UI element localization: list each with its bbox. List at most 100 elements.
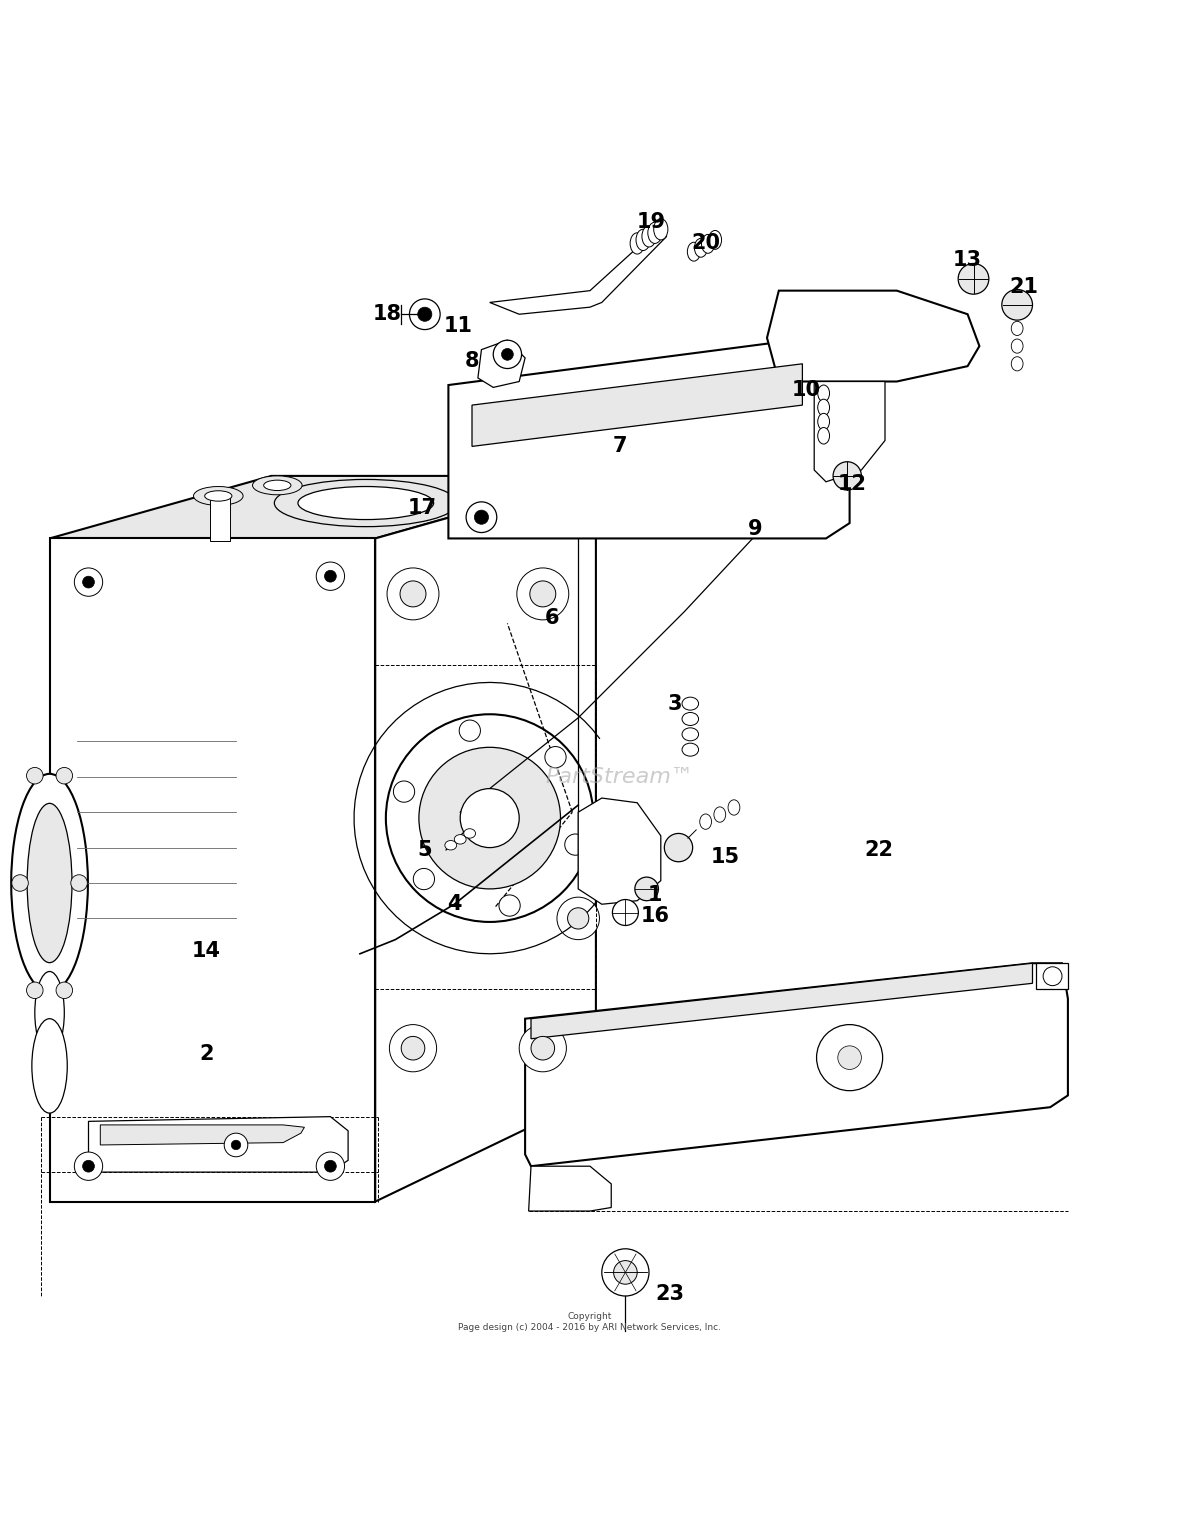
Circle shape bbox=[316, 562, 345, 591]
Text: 14: 14 bbox=[192, 941, 221, 961]
Circle shape bbox=[386, 715, 594, 923]
Text: 19: 19 bbox=[637, 213, 666, 233]
Ellipse shape bbox=[27, 803, 72, 962]
Circle shape bbox=[602, 1248, 649, 1296]
Circle shape bbox=[493, 340, 522, 369]
Ellipse shape bbox=[35, 972, 64, 1054]
Circle shape bbox=[387, 568, 439, 620]
Ellipse shape bbox=[682, 728, 699, 741]
Ellipse shape bbox=[464, 829, 476, 838]
Circle shape bbox=[324, 571, 336, 581]
Ellipse shape bbox=[1011, 356, 1023, 370]
Polygon shape bbox=[529, 1166, 611, 1212]
Polygon shape bbox=[525, 964, 1068, 1166]
Circle shape bbox=[474, 509, 489, 525]
Ellipse shape bbox=[682, 713, 699, 725]
Ellipse shape bbox=[654, 219, 668, 240]
Ellipse shape bbox=[818, 427, 830, 444]
Circle shape bbox=[400, 581, 426, 607]
Circle shape bbox=[817, 1025, 883, 1091]
Polygon shape bbox=[478, 340, 525, 387]
Ellipse shape bbox=[636, 230, 650, 251]
Circle shape bbox=[530, 581, 556, 607]
Circle shape bbox=[393, 780, 414, 802]
Text: 3: 3 bbox=[668, 693, 682, 713]
Polygon shape bbox=[50, 539, 375, 1201]
Circle shape bbox=[614, 1261, 637, 1284]
Circle shape bbox=[612, 900, 638, 926]
Circle shape bbox=[71, 875, 87, 892]
Circle shape bbox=[568, 907, 589, 929]
Polygon shape bbox=[88, 1117, 348, 1172]
Circle shape bbox=[55, 768, 72, 783]
Polygon shape bbox=[210, 496, 230, 540]
Polygon shape bbox=[375, 476, 596, 1201]
Polygon shape bbox=[578, 799, 661, 904]
Circle shape bbox=[316, 1152, 345, 1180]
Circle shape bbox=[418, 308, 432, 321]
Circle shape bbox=[459, 721, 480, 741]
Circle shape bbox=[74, 1152, 103, 1180]
Text: 21: 21 bbox=[1010, 277, 1038, 297]
Text: 16: 16 bbox=[641, 906, 669, 926]
Circle shape bbox=[83, 1160, 94, 1172]
Circle shape bbox=[565, 834, 586, 855]
Circle shape bbox=[83, 577, 94, 588]
Ellipse shape bbox=[274, 479, 458, 526]
Circle shape bbox=[833, 462, 861, 490]
Circle shape bbox=[74, 568, 103, 597]
Text: 23: 23 bbox=[656, 1284, 684, 1304]
Polygon shape bbox=[448, 338, 850, 539]
Ellipse shape bbox=[701, 234, 715, 254]
Polygon shape bbox=[531, 964, 1032, 1039]
Ellipse shape bbox=[648, 222, 662, 243]
Circle shape bbox=[466, 502, 497, 532]
Ellipse shape bbox=[818, 399, 830, 416]
Ellipse shape bbox=[818, 413, 830, 430]
Circle shape bbox=[401, 1036, 425, 1060]
Text: 10: 10 bbox=[792, 379, 820, 399]
Circle shape bbox=[499, 895, 520, 916]
Polygon shape bbox=[50, 476, 596, 539]
Ellipse shape bbox=[12, 774, 87, 991]
Ellipse shape bbox=[297, 487, 434, 520]
Circle shape bbox=[413, 869, 434, 889]
Polygon shape bbox=[472, 364, 802, 447]
Ellipse shape bbox=[454, 835, 466, 845]
Circle shape bbox=[324, 1160, 336, 1172]
Ellipse shape bbox=[630, 233, 644, 254]
Circle shape bbox=[519, 1025, 566, 1073]
Polygon shape bbox=[490, 231, 667, 314]
Text: 9: 9 bbox=[748, 519, 762, 539]
Text: 4: 4 bbox=[447, 894, 461, 915]
Circle shape bbox=[389, 1025, 437, 1073]
Polygon shape bbox=[1036, 964, 1068, 990]
Text: 1: 1 bbox=[648, 884, 662, 904]
Ellipse shape bbox=[818, 386, 830, 401]
Text: 5: 5 bbox=[418, 840, 432, 860]
Circle shape bbox=[27, 982, 44, 999]
Ellipse shape bbox=[253, 476, 302, 494]
Circle shape bbox=[419, 747, 560, 889]
Text: Copyright
Page design (c) 2004 - 2016 by ARI Network Services, Inc.: Copyright Page design (c) 2004 - 2016 by… bbox=[459, 1313, 721, 1331]
Circle shape bbox=[545, 747, 566, 768]
Ellipse shape bbox=[32, 1019, 67, 1114]
Ellipse shape bbox=[194, 487, 243, 505]
Circle shape bbox=[517, 568, 569, 620]
Circle shape bbox=[664, 834, 693, 861]
Ellipse shape bbox=[445, 840, 457, 851]
Text: 11: 11 bbox=[444, 317, 472, 337]
Circle shape bbox=[557, 897, 599, 939]
Circle shape bbox=[12, 875, 28, 892]
Circle shape bbox=[502, 349, 513, 360]
Text: 6: 6 bbox=[545, 607, 559, 627]
Text: 15: 15 bbox=[712, 848, 740, 868]
Text: 17: 17 bbox=[408, 497, 437, 517]
Ellipse shape bbox=[682, 698, 699, 710]
Ellipse shape bbox=[687, 242, 700, 262]
Ellipse shape bbox=[263, 480, 291, 491]
Circle shape bbox=[57, 982, 73, 999]
Circle shape bbox=[1002, 289, 1032, 320]
Ellipse shape bbox=[520, 479, 565, 494]
Text: 8: 8 bbox=[465, 352, 479, 372]
